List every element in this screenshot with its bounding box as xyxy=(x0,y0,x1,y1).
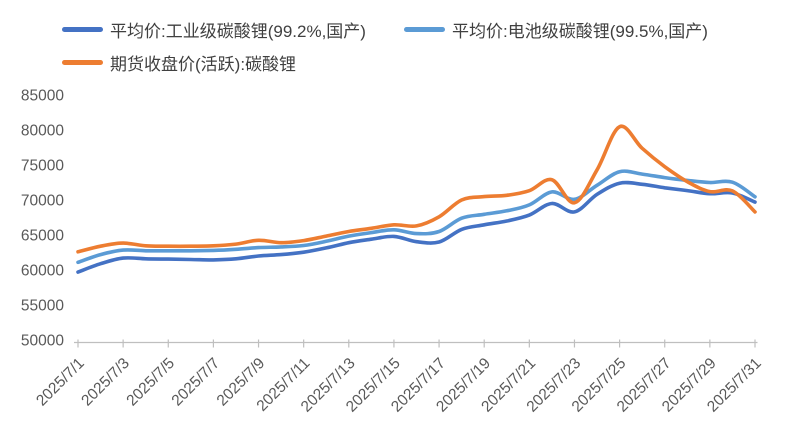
legend-item-label: 期货收盘价(活跃):碳酸锂 xyxy=(110,55,297,74)
chart-legend: 平均价:工业级碳酸锂(99.2%,国产) 平均价:电池级碳酸锂(99.5%,国产)… xyxy=(0,0,788,80)
legend-item-label: 平均价:工业级碳酸锂(99.2%,国产) xyxy=(110,22,366,41)
series-line-1 xyxy=(76,169,757,265)
legend-item-label: 平均价:电池级碳酸锂(99.5%,国产) xyxy=(452,22,708,41)
x-axis-tick-label: 2025/7/5 xyxy=(123,355,178,410)
series-line-0 xyxy=(76,180,757,274)
legend-line-swatch-icon xyxy=(404,27,445,32)
y-axis-tick-label: 75000 xyxy=(21,158,64,175)
legend-item-0: 平均价:工业级碳酸锂(99.2%,国产) xyxy=(62,17,366,42)
legend-line-swatch-icon xyxy=(62,60,103,65)
legend-item-1: 平均价:电池级碳酸锂(99.5%,国产) xyxy=(404,17,708,42)
y-axis-tick-label: 70000 xyxy=(21,193,64,210)
y-axis-tick-label: 50000 xyxy=(21,333,64,350)
y-axis-tick-label: 65000 xyxy=(21,228,64,245)
series-line-2 xyxy=(76,124,757,254)
legend-line-swatch-icon xyxy=(62,27,103,32)
y-axis-tick-label: 55000 xyxy=(21,298,64,315)
y-axis-tick-label: 60000 xyxy=(21,263,64,280)
x-axis-tick-label: 2025/7/3 xyxy=(78,355,133,410)
x-axis-tick-label: 2025/7/1 xyxy=(33,355,88,410)
y-axis-tick-label: 85000 xyxy=(21,88,64,105)
x-axis-tick-label: 2025/7/7 xyxy=(169,355,224,410)
y-axis-tick-label: 80000 xyxy=(21,123,64,140)
legend-item-2: 期货收盘价(活跃):碳酸锂 xyxy=(62,50,296,75)
